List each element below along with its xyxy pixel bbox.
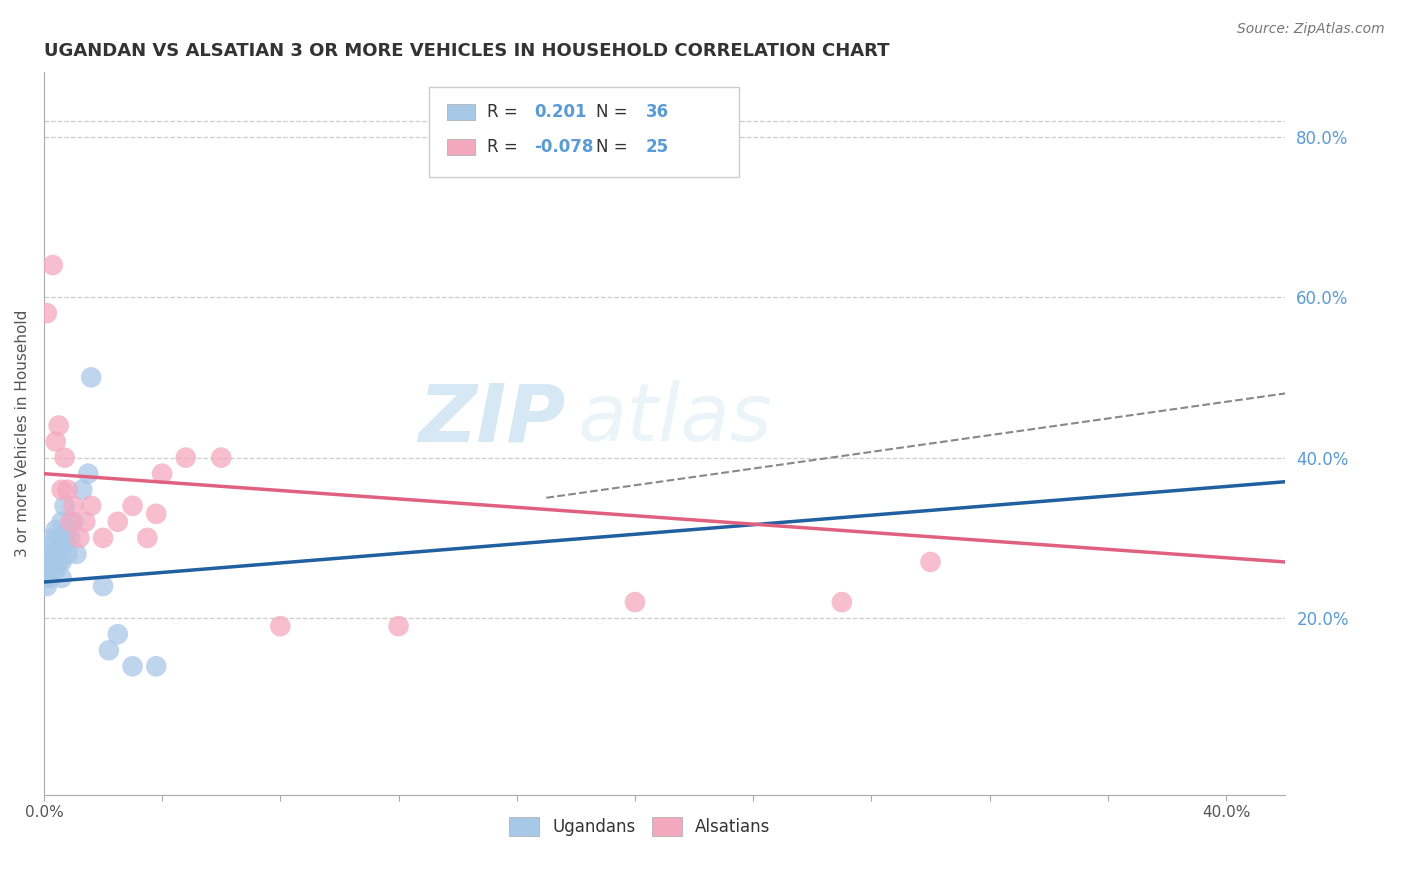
Point: [51, 571, 73, 585]
Text: Source: ZipAtlas.com: Source: ZipAtlas.com: [1237, 22, 1385, 37]
Point: [121, 659, 143, 673]
Point: [42, 258, 65, 272]
FancyBboxPatch shape: [447, 104, 475, 120]
Point: [59, 531, 82, 545]
Point: [51, 555, 73, 569]
Point: [107, 627, 129, 641]
Point: [121, 499, 143, 513]
Y-axis label: 3 or more Vehicles in Household: 3 or more Vehicles in Household: [15, 310, 30, 558]
Point: [53, 531, 76, 545]
FancyBboxPatch shape: [447, 139, 475, 155]
Text: UGANDAN VS ALSATIAN 3 OR MORE VEHICLES IN HOUSEHOLD CORRELATION CHART: UGANDAN VS ALSATIAN 3 OR MORE VEHICLES I…: [44, 42, 890, 60]
Point: [35, 563, 58, 577]
Text: R =: R =: [486, 103, 523, 121]
Point: [59, 515, 82, 529]
Point: [45, 434, 67, 449]
Point: [38, 539, 60, 553]
Point: [38, 555, 60, 569]
Point: [35, 579, 58, 593]
Point: [38, 571, 60, 585]
Point: [56, 547, 79, 561]
Point: [831, 595, 853, 609]
Point: [80, 370, 103, 384]
Point: [56, 523, 79, 537]
Text: 25: 25: [645, 138, 669, 156]
Point: [56, 483, 79, 497]
Point: [48, 555, 70, 569]
Point: [80, 499, 103, 513]
Point: [387, 619, 409, 633]
Point: [45, 547, 67, 561]
FancyBboxPatch shape: [429, 87, 740, 178]
Text: 0.201: 0.201: [534, 103, 586, 121]
Point: [51, 515, 73, 529]
Point: [53, 499, 76, 513]
Point: [65, 547, 87, 561]
Text: 36: 36: [645, 103, 669, 121]
Point: [45, 563, 67, 577]
Point: [174, 450, 197, 465]
Text: N =: N =: [596, 103, 633, 121]
Point: [67, 531, 90, 545]
Point: [91, 579, 114, 593]
Point: [45, 523, 67, 537]
Point: [48, 418, 70, 433]
Point: [53, 450, 76, 465]
Point: [77, 467, 100, 481]
Point: [51, 539, 73, 553]
Point: [35, 306, 58, 320]
Point: [38, 547, 60, 561]
Point: [72, 483, 94, 497]
Point: [42, 563, 65, 577]
Point: [269, 619, 291, 633]
Point: [48, 547, 70, 561]
Point: [75, 515, 97, 529]
Point: [35, 571, 58, 585]
Text: -0.078: -0.078: [534, 138, 593, 156]
Point: [145, 507, 167, 521]
Point: [35, 555, 58, 569]
Point: [107, 515, 129, 529]
Point: [62, 499, 84, 513]
Point: [920, 555, 942, 569]
Point: [48, 531, 70, 545]
Point: [62, 515, 84, 529]
Point: [145, 659, 167, 673]
Point: [42, 555, 65, 569]
Point: [150, 467, 173, 481]
Point: [91, 531, 114, 545]
Text: N =: N =: [596, 138, 633, 156]
Text: R =: R =: [486, 138, 523, 156]
Point: [97, 643, 120, 657]
Point: [136, 531, 159, 545]
Legend: Ugandans, Alsatians: Ugandans, Alsatians: [501, 808, 779, 844]
Point: [42, 531, 65, 545]
Text: ZIP: ZIP: [418, 380, 565, 458]
Point: [51, 483, 73, 497]
Text: atlas: atlas: [578, 380, 772, 458]
Point: [209, 450, 232, 465]
Point: [624, 595, 647, 609]
